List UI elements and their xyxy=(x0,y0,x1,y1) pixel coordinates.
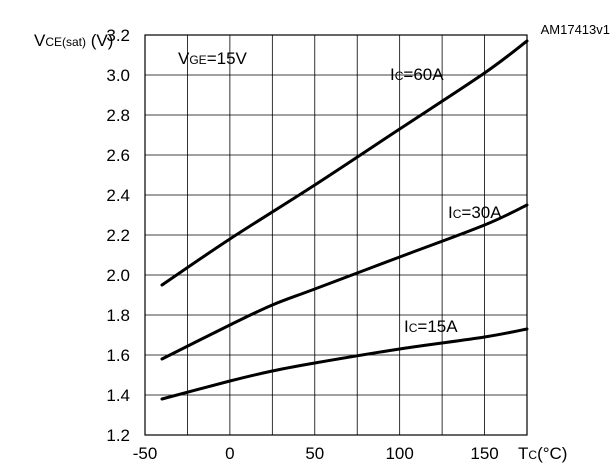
y-tick-label: 1.8 xyxy=(106,306,130,325)
y-axis-title-unit: (V) xyxy=(86,31,113,50)
grid-lines xyxy=(144,34,528,436)
y-tick-label: 3.2 xyxy=(106,26,130,45)
x-tick-label: 50 xyxy=(305,444,324,463)
series-label-15a: IC=15A xyxy=(404,317,458,336)
y-tick-label: 2.6 xyxy=(106,146,130,165)
y-axis-title-main: V xyxy=(34,31,46,50)
series-label-60a: IC=60A xyxy=(390,65,444,84)
x-tick-label: 150 xyxy=(470,444,498,463)
x-tick-label: -50 xyxy=(133,444,158,463)
x-tick-label: 0 xyxy=(225,444,234,463)
series-line-ic-60a xyxy=(160,39,529,287)
series-label-30a: IC=30A xyxy=(448,203,502,222)
plot-frame xyxy=(144,34,528,436)
y-tick-label: 2.0 xyxy=(106,266,130,285)
y-tick-label: 2.8 xyxy=(106,106,130,125)
series-line-ic-15a xyxy=(160,327,529,401)
x-axis-title-main: T xyxy=(518,444,528,463)
curves xyxy=(160,39,529,401)
y-tick-label: 2.2 xyxy=(106,226,130,245)
y-tick-label: 1.6 xyxy=(106,346,130,365)
y-axis-title-sub: CE(sat) xyxy=(45,35,86,49)
tick-labels: 1.2 1.4 1.6 1.8 2.0 2.2 2.4 2.6 2.8 3.0 3.2 -50 0 50 1… xyxy=(106,26,498,463)
reference-id: AM17413v1 xyxy=(541,22,610,37)
x-axis-title: TC(°C) xyxy=(518,444,567,463)
condition-sub: GE xyxy=(189,53,206,67)
y-tick-label: 1.2 xyxy=(106,426,130,445)
y-tick-label: 3.0 xyxy=(106,66,130,85)
x-tick-label: 100 xyxy=(385,444,413,463)
condition-rest: =15V xyxy=(207,49,248,68)
y-tick-label: 1.4 xyxy=(106,386,130,405)
condition-main: V xyxy=(178,49,190,68)
y-axis-title: VCE(sat) (V) xyxy=(34,31,113,50)
series-line-ic-30a xyxy=(160,203,529,361)
x-axis-title-sub: C xyxy=(528,448,537,462)
y-tick-label: 2.4 xyxy=(106,186,130,205)
x-axis-title-unit: (°C) xyxy=(537,444,567,463)
condition-label: VGE=15V xyxy=(178,49,248,68)
